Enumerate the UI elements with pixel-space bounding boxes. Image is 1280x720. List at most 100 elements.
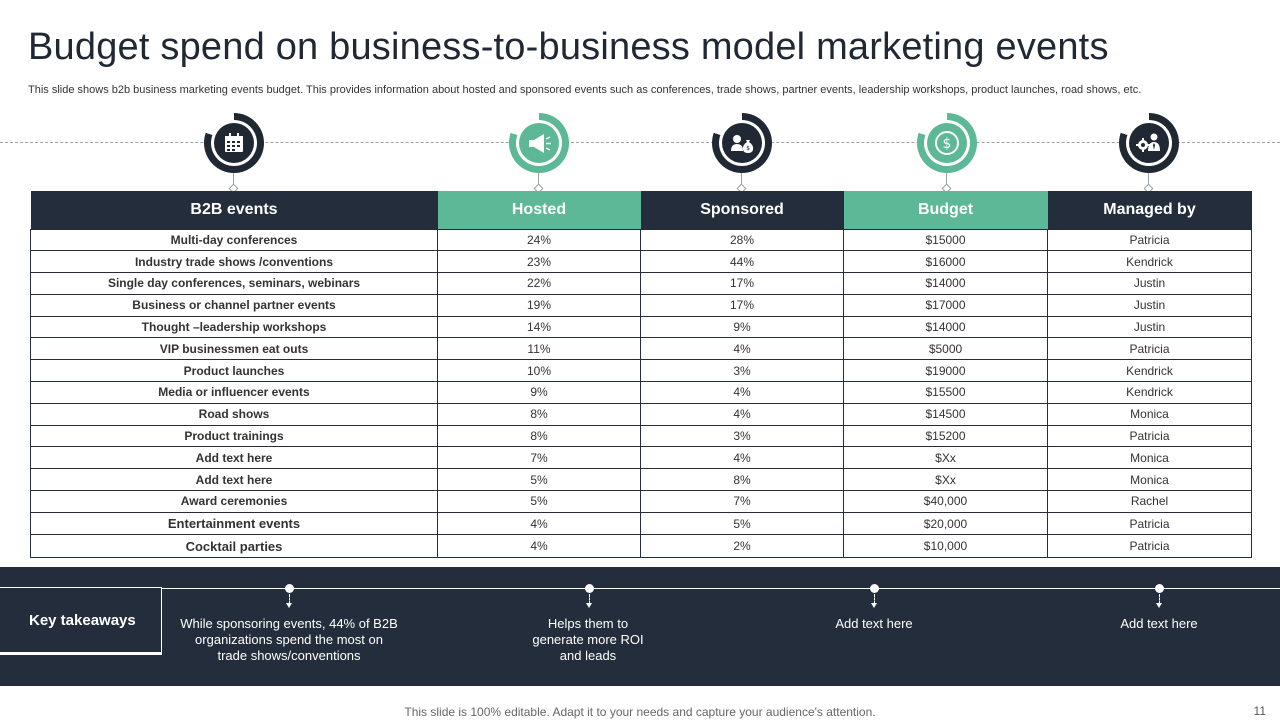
manager-value: Monica [1047,446,1252,470]
manager-value: Kendrick [1047,250,1252,274]
sponsored-value: 7% [640,490,844,513]
budget-value: $Xx [843,468,1048,492]
table-row: Entertainment events 4% 5% $20,000 Patri… [30,511,1252,536]
header-hosted: Hosted [437,191,641,229]
header-b2b-events: B2B events [30,191,438,229]
manager-value: Monica [1047,468,1252,492]
calendar-icon-badge [204,113,264,194]
manager-value: Justin [1047,315,1252,339]
table-row: Product launches 10% 3% $19000 Kendrick [30,359,1252,383]
event-name: Industry trade shows /conventions [30,250,438,274]
event-name: Add text here [30,446,438,470]
money-bag-icon: $ [731,135,754,153]
event-name: Add text here [30,468,438,492]
hosted-value: 22% [437,272,641,295]
event-name: VIP businessmen eat outs [30,337,438,361]
arrow-down-icon [286,603,292,608]
manager-value: Patricia [1047,534,1252,558]
timeline-connector [874,594,875,604]
arrow-down-icon [871,603,877,608]
megaphone-icon [529,134,551,153]
event-name: Business or channel partner events [30,293,438,317]
manager-value: Patricia [1047,511,1252,536]
takeaway-text: Helps them to generate more ROI and lead… [532,616,644,663]
arrow-down-icon [1156,603,1162,608]
budget-value: $16000 [843,250,1048,274]
event-name: Entertainment events [30,511,438,536]
event-name: Product trainings [30,424,438,448]
sponsored-value: 17% [640,272,844,295]
page-number: 11 [1253,704,1266,718]
svg-text:$: $ [746,145,750,152]
budget-value: $Xx [843,446,1048,470]
table-row: Industry trade shows /conventions 23% 44… [30,250,1252,274]
hosted-value: 8% [437,402,641,426]
hosted-value: 19% [437,293,641,317]
hosted-value: 10% [437,359,641,383]
table-row: Add text here 7% 4% $Xx Monica [30,446,1252,470]
manager-value: Patricia [1047,228,1252,252]
table-row: Product trainings 8% 3% $15200 Patricia [30,424,1252,448]
table-row: Thought –leadership workshops 14% 9% $14… [30,315,1252,339]
manager-value: Justin [1047,272,1252,295]
sponsored-value: 4% [640,337,844,361]
budget-value: $40,000 [843,490,1048,513]
megaphone-icon-badge [509,113,569,194]
budget-value: $20,000 [843,511,1048,536]
budget-value: $14000 [843,315,1048,339]
table-header-row: B2B events Hosted Sponsored Budget Manag… [30,191,1252,229]
budget-value: $15000 [843,228,1048,252]
takeaway-text: Add text here [835,616,913,631]
timeline-connector [1159,594,1160,604]
event-name: Thought –leadership workshops [30,315,438,339]
table-row: Single day conferences, seminars, webina… [30,272,1252,295]
sponsored-value: 44% [640,250,844,274]
slide-title: Budget spend on business-to-business mod… [28,26,1109,68]
key-takeaways-frame [0,587,162,655]
timeline-connector [289,594,290,604]
svg-text:$: $ [943,136,952,152]
takeaways-timeline [162,588,1280,589]
takeaway-text: While sponsoring events, 44% of B2B orga… [180,616,398,663]
budget-value: $15500 [843,381,1048,404]
manager-value: Patricia [1047,424,1252,448]
events-budget-table: B2B events Hosted Sponsored Budget Manag… [30,191,1252,558]
table-row: Business or channel partner events 19% 1… [30,293,1252,317]
manager-value: Rachel [1047,490,1252,513]
hosted-value: 5% [437,490,641,513]
sponsored-value: 5% [640,511,844,536]
header-sponsored: Sponsored [640,191,844,229]
event-name: Cocktail parties [30,534,438,558]
manager-value: Monica [1047,402,1252,426]
sponsored-value: 2% [640,534,844,558]
event-name: Media or influencer events [30,381,438,404]
sponsored-value: 28% [640,228,844,252]
hosted-value: 5% [437,468,641,492]
budget-value: $19000 [843,359,1048,383]
hosted-value: 24% [437,228,641,252]
hosted-value: 23% [437,250,641,274]
header-managed-by: Managed by [1047,191,1252,229]
hosted-value: 4% [437,511,641,536]
budget-value: $14500 [843,402,1048,426]
gear-person-icon [1136,133,1160,152]
takeaway-text: Add text here [1120,616,1198,631]
hosted-value: 9% [437,381,641,404]
table-row: Cocktail parties 4% 2% $10,000 Patricia [30,534,1252,558]
manager-value: Patricia [1047,337,1252,361]
budget-value: $10,000 [843,534,1048,558]
event-name: Single day conferences, seminars, webina… [30,272,438,295]
timeline-dot [870,584,879,593]
event-name: Product launches [30,359,438,383]
footer-note: This slide is 100% editable. Adapt it to… [404,705,876,719]
sponsored-value: 4% [640,446,844,470]
table-row: VIP businessmen eat outs 11% 4% $5000 Pa… [30,337,1252,361]
manager-value: Kendrick [1047,359,1252,383]
event-name: Road shows [30,402,438,426]
hosted-value: 8% [437,424,641,448]
table-row: Road shows 8% 4% $14500 Monica [30,402,1252,426]
hosted-value: 4% [437,534,641,558]
gear-person-icon-badge [1119,113,1179,194]
hosted-value: 7% [437,446,641,470]
event-name: Multi-day conferences [30,228,438,252]
